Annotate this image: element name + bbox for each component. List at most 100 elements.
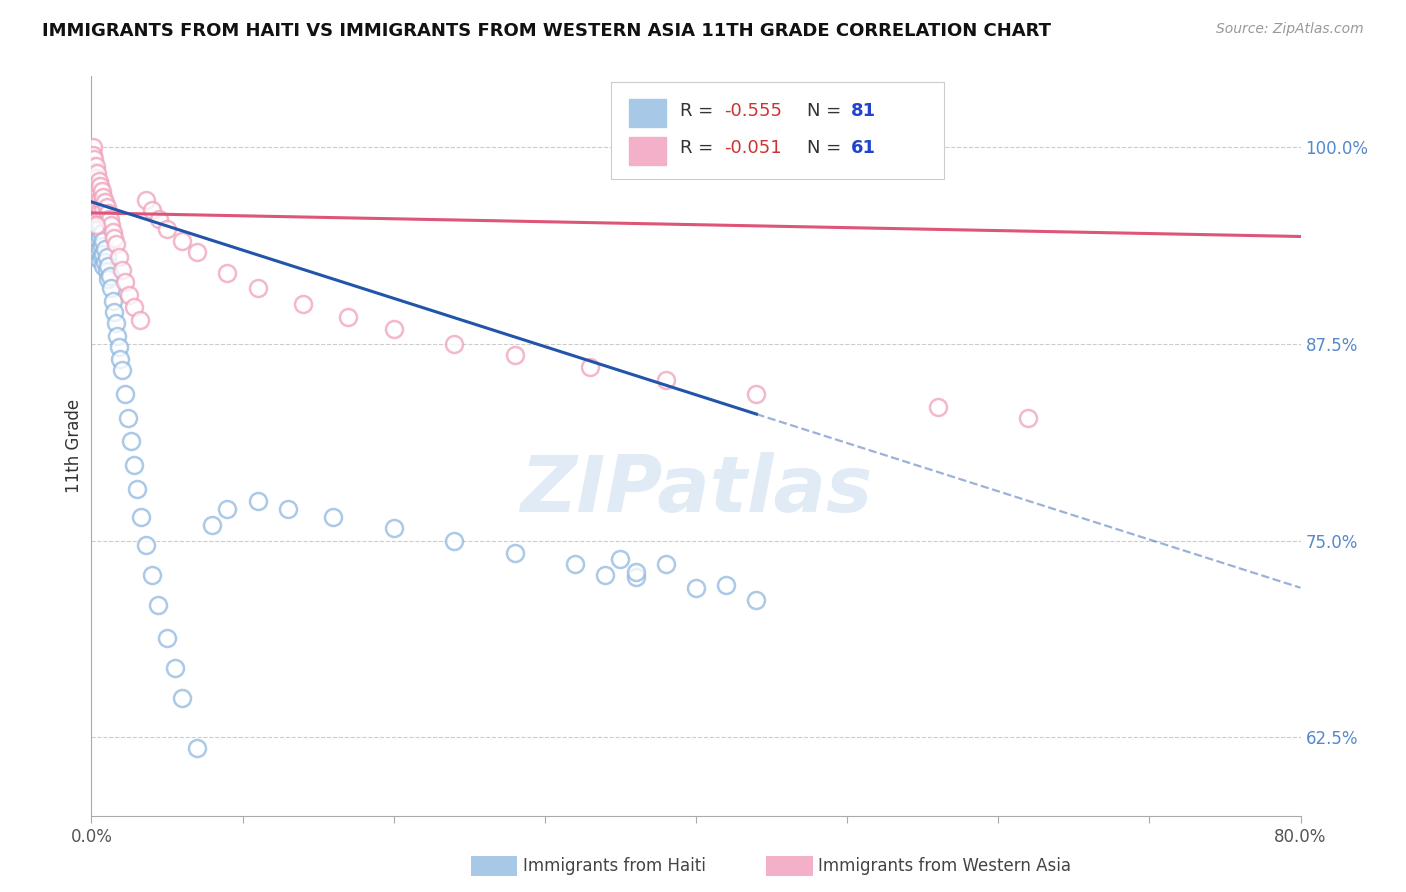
Point (217, 266, 239, 280)
Point (100, 219, 122, 233)
Point (82, 139, 104, 153)
Point (82, 163, 104, 178)
Point (82, 174, 104, 188)
Point (382, 322, 405, 336)
Point (101, 294, 124, 309)
Point (89, 204, 111, 219)
Point (96, 250, 118, 264)
Point (83, 198, 105, 212)
Point (83, 176, 105, 190)
Text: N =: N = (807, 139, 848, 157)
Point (89, 219, 111, 233)
Point (83, 231, 105, 245)
Point (84, 184, 107, 198)
FancyBboxPatch shape (612, 82, 943, 179)
Point (84, 229, 107, 244)
Point (111, 363, 132, 377)
Point (172, 691, 194, 706)
Point (186, 741, 208, 756)
Point (503, 546, 526, 560)
Point (122, 301, 145, 315)
Text: 81: 81 (851, 102, 876, 120)
Point (93, 260, 115, 274)
Point (82, 159, 104, 173)
Point (86, 202, 108, 217)
Point (86, 166, 108, 180)
Point (82, 169, 104, 184)
Point (141, 568, 163, 582)
Y-axis label: 11th Grade: 11th Grade (65, 399, 83, 493)
Point (91, 250, 114, 264)
Point (82, 198, 104, 212)
Text: IMMIGRANTS FROM HAITI VS IMMIGRANTS FROM WESTERN ASIA 11TH GRADE CORRELATION CHA: IMMIGRANTS FROM HAITI VS IMMIGRANTS FROM… (42, 22, 1052, 40)
Point (84, 206, 107, 220)
Point (87, 221, 110, 235)
Point (745, 387, 768, 401)
Point (292, 297, 315, 311)
Point (685, 581, 707, 595)
Point (156, 221, 179, 235)
Point (277, 502, 299, 516)
Point (87, 186, 110, 200)
Point (83, 219, 105, 233)
Point (503, 348, 526, 362)
Point (120, 434, 142, 449)
FancyBboxPatch shape (630, 136, 665, 165)
Text: 61: 61 (851, 139, 876, 157)
Point (91, 227, 114, 241)
Point (84, 190, 107, 204)
Point (322, 509, 344, 524)
Point (89, 253, 111, 268)
Point (135, 538, 157, 552)
Point (624, 565, 647, 579)
Point (83, 186, 105, 201)
Point (118, 287, 141, 301)
Point (84, 200, 107, 214)
Point (107, 340, 129, 354)
Point (84, 194, 107, 209)
Point (579, 360, 602, 375)
Point (103, 231, 125, 245)
Point (100, 281, 122, 295)
Point (97, 272, 120, 286)
Point (108, 352, 131, 367)
Point (246, 281, 269, 295)
Text: Immigrants from Haiti: Immigrants from Haiti (523, 857, 706, 875)
Point (148, 212, 170, 227)
Point (93, 202, 115, 217)
Text: R =: R = (681, 102, 720, 120)
Point (84, 250, 107, 264)
Point (87, 234, 110, 248)
Point (104, 316, 127, 330)
Point (89, 192, 111, 206)
Point (104, 237, 127, 252)
Point (135, 194, 157, 208)
Point (382, 521, 405, 535)
Point (87, 198, 110, 212)
Point (745, 593, 768, 607)
Point (84, 219, 107, 233)
Point (105, 328, 128, 343)
Point (83, 153, 105, 167)
Point (84, 159, 107, 173)
Point (122, 458, 145, 472)
Point (96, 212, 118, 227)
Point (86, 234, 108, 248)
Point (93, 234, 115, 248)
Text: -0.051: -0.051 (724, 139, 782, 157)
Point (96, 264, 118, 278)
Point (129, 509, 152, 524)
Point (93, 190, 115, 204)
Point (87, 174, 110, 188)
Point (117, 410, 139, 425)
Point (114, 275, 136, 289)
Point (84, 219, 107, 233)
Text: ZIPatlas: ZIPatlas (520, 452, 872, 528)
Point (87, 211, 110, 225)
Point (84, 171, 107, 186)
Point (107, 250, 129, 264)
Point (609, 552, 631, 566)
Point (156, 631, 179, 645)
Point (87, 245, 110, 260)
Point (443, 336, 465, 351)
